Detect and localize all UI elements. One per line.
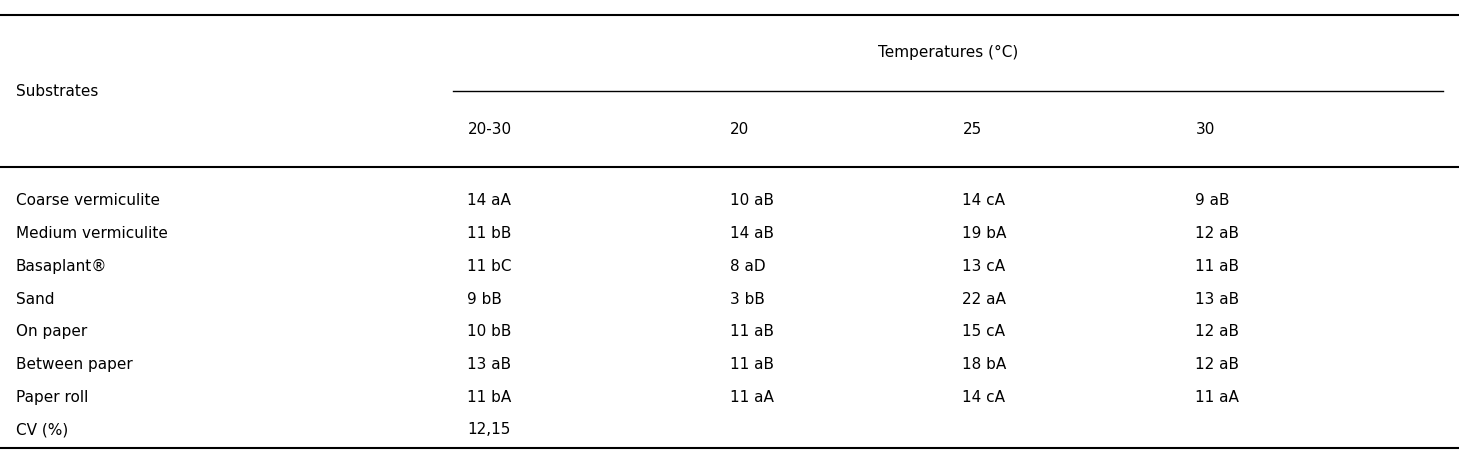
Text: 12,15: 12,15 bbox=[467, 423, 511, 437]
Text: 11 aA: 11 aA bbox=[730, 390, 773, 405]
Text: Medium vermiculite: Medium vermiculite bbox=[16, 226, 168, 241]
Text: 14 cA: 14 cA bbox=[963, 390, 1005, 405]
Text: 10 aB: 10 aB bbox=[730, 193, 773, 208]
Text: 12 aB: 12 aB bbox=[1195, 226, 1240, 241]
Text: 15 cA: 15 cA bbox=[963, 324, 1005, 339]
Text: 30: 30 bbox=[1195, 122, 1215, 137]
Text: Coarse vermiculite: Coarse vermiculite bbox=[16, 193, 160, 208]
Text: 14 aB: 14 aB bbox=[730, 226, 773, 241]
Text: 12 aB: 12 aB bbox=[1195, 324, 1240, 339]
Text: 13 aB: 13 aB bbox=[467, 357, 512, 372]
Text: 13 aB: 13 aB bbox=[1195, 291, 1240, 307]
Text: Basaplant®: Basaplant® bbox=[16, 259, 108, 274]
Text: Substrates: Substrates bbox=[16, 83, 98, 98]
Text: 11 aB: 11 aB bbox=[730, 357, 773, 372]
Text: Between paper: Between paper bbox=[16, 357, 133, 372]
Text: 10 bB: 10 bB bbox=[467, 324, 512, 339]
Text: 11 aA: 11 aA bbox=[1195, 390, 1239, 405]
Text: 11 bA: 11 bA bbox=[467, 390, 512, 405]
Text: 14 aA: 14 aA bbox=[467, 193, 511, 208]
Text: 3 bB: 3 bB bbox=[730, 291, 765, 307]
Text: 9 bB: 9 bB bbox=[467, 291, 502, 307]
Text: 22 aA: 22 aA bbox=[963, 291, 1007, 307]
Text: 19 bA: 19 bA bbox=[963, 226, 1007, 241]
Text: 11 bC: 11 bC bbox=[467, 259, 512, 274]
Text: 9 aB: 9 aB bbox=[1195, 193, 1230, 208]
Text: 11 bB: 11 bB bbox=[467, 226, 512, 241]
Text: Paper roll: Paper roll bbox=[16, 390, 89, 405]
Text: 14 cA: 14 cA bbox=[963, 193, 1005, 208]
Text: On paper: On paper bbox=[16, 324, 88, 339]
Text: CV (%): CV (%) bbox=[16, 423, 69, 437]
Text: 25: 25 bbox=[963, 122, 982, 137]
Text: 20-30: 20-30 bbox=[467, 122, 512, 137]
Text: 12 aB: 12 aB bbox=[1195, 357, 1240, 372]
Text: 18 bA: 18 bA bbox=[963, 357, 1007, 372]
Text: 13 cA: 13 cA bbox=[963, 259, 1005, 274]
Text: 8 aD: 8 aD bbox=[730, 259, 765, 274]
Text: Sand: Sand bbox=[16, 291, 54, 307]
Text: 11 aB: 11 aB bbox=[730, 324, 773, 339]
Text: Temperatures (°C): Temperatures (°C) bbox=[878, 46, 1018, 60]
Text: 20: 20 bbox=[730, 122, 748, 137]
Text: 11 aB: 11 aB bbox=[1195, 259, 1240, 274]
